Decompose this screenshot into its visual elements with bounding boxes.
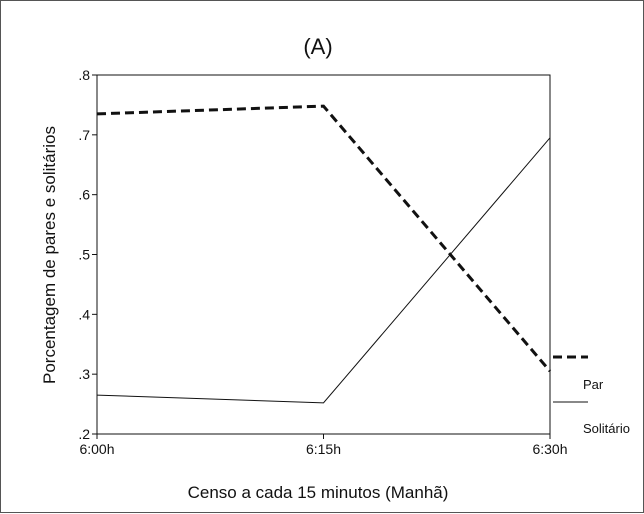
x-axis-title: Censo a cada 15 minutos (Manhã) <box>188 483 449 502</box>
x-tick-label: 6:30h <box>532 441 567 457</box>
chart-title: (A) <box>303 34 332 59</box>
legend-label-solitario: Solitário <box>583 421 630 436</box>
y-tick-label: .6 <box>78 187 90 203</box>
legend-label-par: Par <box>583 377 604 392</box>
series-line-solitario <box>96 137 551 404</box>
series-line-par <box>96 104 552 373</box>
series-layer <box>96 104 552 404</box>
x-tick-label: 6:00h <box>79 441 114 457</box>
y-tick-label: .8 <box>78 67 90 83</box>
y-tick-label: .2 <box>78 426 90 442</box>
x-tick-label: 6:15h <box>306 441 341 457</box>
legend: Par Solitário <box>553 355 630 436</box>
y-tick-label: .4 <box>78 306 90 322</box>
y-tick-label: .3 <box>78 366 90 382</box>
y-tick-label: .5 <box>78 247 90 263</box>
y-tick-label: .7 <box>78 127 90 143</box>
y-axis-title: Porcentagem de pares e solitários <box>40 126 59 384</box>
x-axis: 6:00h 6:15h 6:30h <box>79 434 568 457</box>
plot-area <box>96 74 551 435</box>
y-axis: .2 .3 .4 .5 .6 .7 .8 <box>78 67 97 442</box>
